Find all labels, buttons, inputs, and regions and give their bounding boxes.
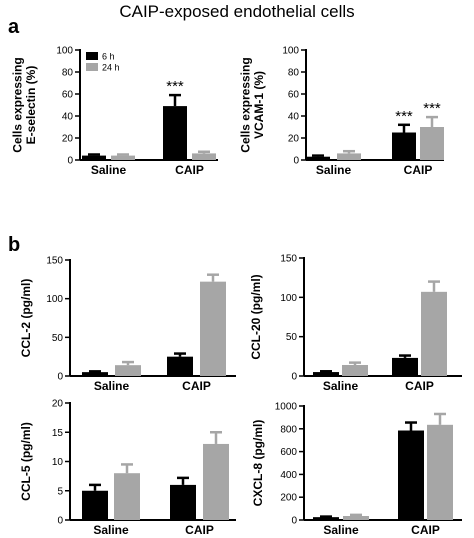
bar-24h-saline bbox=[343, 516, 369, 520]
y-axis-label: Cells expressingVCAM-1 (%) bbox=[238, 57, 266, 152]
chart-3: 0 50 100 150 CCL-2 (pg/ml) Saline CAIP bbox=[19, 256, 236, 393]
category-label: Saline bbox=[323, 379, 359, 393]
y-tick-label: 40 bbox=[288, 112, 300, 123]
legend-label: 24 h bbox=[102, 63, 120, 73]
bar-6h-caip bbox=[398, 430, 424, 520]
y-tick-label: 50 bbox=[52, 333, 64, 344]
bar-24h-saline bbox=[342, 364, 368, 376]
figure-title: CAIP-exposed endothelial cells bbox=[119, 2, 355, 21]
bar-24h-saline bbox=[111, 155, 135, 160]
y-tick-label: 40 bbox=[62, 112, 74, 123]
bar-6h-saline bbox=[313, 372, 339, 376]
y-tick-label: 10 bbox=[52, 457, 64, 468]
bar-6h-saline bbox=[82, 490, 108, 520]
y-tick-label: 0 bbox=[57, 372, 63, 383]
bar-24h-caip bbox=[192, 153, 216, 160]
y-tick-label: 50 bbox=[286, 332, 298, 343]
y-axis-label-line: Cells expressing bbox=[238, 57, 252, 152]
y-tick-label: 0 bbox=[291, 516, 297, 527]
category-label: CAIP bbox=[182, 379, 211, 393]
bar-6h-saline bbox=[82, 155, 106, 160]
y-axis-label-line: E-selectin (%) bbox=[24, 66, 38, 145]
bar-6h-caip bbox=[170, 484, 196, 520]
bar-24h-caip bbox=[427, 424, 453, 520]
bar-24h-caip bbox=[421, 291, 447, 376]
y-tick-label: 0 bbox=[67, 156, 73, 167]
y-tick-label: 100 bbox=[280, 293, 297, 304]
y-tick-label: 150 bbox=[46, 256, 63, 267]
y-tick-label: 80 bbox=[288, 68, 300, 79]
y-tick-label: 80 bbox=[62, 68, 74, 79]
y-axis-label: CCL-5 (pg/ml) bbox=[19, 422, 33, 501]
legend-swatch bbox=[86, 63, 98, 71]
y-tick-label: 60 bbox=[288, 90, 300, 101]
chart-5: 0 5 10 15 20 CCL-5 (pg/ml) Saline CAIP bbox=[19, 399, 236, 537]
chart-1: 0 20 40 60 80 100 Cells expressingE-selectin (… bbox=[10, 46, 218, 177]
legend-swatch bbox=[86, 52, 98, 60]
y-tick-label: 200 bbox=[280, 493, 297, 504]
bar-24h-saline bbox=[115, 365, 141, 376]
bar-24h-caip bbox=[203, 443, 229, 520]
panel-label-a: a bbox=[8, 16, 20, 38]
bar-24h-caip bbox=[200, 281, 226, 376]
y-tick-label: 0 bbox=[291, 372, 297, 383]
category-label: Saline bbox=[93, 523, 129, 537]
bar-24h-saline bbox=[114, 473, 140, 520]
category-label: Saline bbox=[94, 379, 130, 393]
category-label: Saline bbox=[91, 163, 127, 177]
category-label: CAIP bbox=[405, 379, 434, 393]
y-tick-label: 1000 bbox=[275, 402, 298, 413]
bar-6h-saline bbox=[82, 372, 108, 376]
bar-6h-saline bbox=[313, 517, 339, 520]
category-label: CAIP bbox=[411, 523, 440, 537]
y-axis-label-line: VCAM-1 (%) bbox=[252, 71, 266, 139]
category-label: Saline bbox=[316, 163, 352, 177]
y-axis-label: CCL-20 (pg/ml) bbox=[249, 274, 263, 359]
y-tick-label: 20 bbox=[62, 134, 74, 145]
chart-4: 0 50 100 150 CCL-20 (pg/ml) Saline CAIP bbox=[249, 254, 462, 393]
category-label: CAIP bbox=[404, 163, 433, 177]
y-tick-label: 400 bbox=[280, 470, 297, 481]
y-tick-label: 150 bbox=[280, 254, 297, 265]
y-tick-label: 60 bbox=[62, 90, 74, 101]
chart-2: 0 20 40 60 80 100 Cells expressingVCAM-1 (%) Sa… bbox=[238, 46, 444, 177]
y-tick-label: 600 bbox=[280, 447, 297, 458]
chart-6: 0 200 400 600 800 1000 CXCL-8 (pg/ml) Saline CAI… bbox=[251, 402, 462, 537]
y-tick-label: 100 bbox=[46, 294, 63, 305]
bar-6h-caip bbox=[163, 106, 187, 160]
bar-24h-caip bbox=[420, 127, 444, 160]
y-tick-label: 15 bbox=[52, 428, 64, 439]
y-axis-label: Cells expressingE-selectin (%) bbox=[10, 57, 38, 152]
panel-label-b: b bbox=[8, 234, 21, 256]
bar-6h-caip bbox=[392, 357, 418, 376]
significance-label: *** bbox=[166, 78, 184, 95]
bar-24h-saline bbox=[337, 153, 361, 160]
y-tick-label: 0 bbox=[293, 156, 299, 167]
significance-label: *** bbox=[423, 100, 441, 117]
category-label: CAIP bbox=[185, 523, 214, 537]
significance-label: *** bbox=[395, 108, 413, 125]
y-tick-label: 100 bbox=[56, 46, 73, 57]
category-label: CAIP bbox=[175, 163, 204, 177]
y-axis-label-line: Cells expressing bbox=[10, 57, 24, 152]
y-tick-label: 20 bbox=[288, 134, 300, 145]
category-label: Saline bbox=[323, 523, 359, 537]
legend-label: 6 h bbox=[102, 52, 115, 62]
y-tick-label: 20 bbox=[52, 399, 64, 410]
bar-6h-caip bbox=[392, 132, 416, 160]
y-axis-label: CCL-2 (pg/ml) bbox=[19, 279, 33, 358]
y-tick-label: 0 bbox=[57, 516, 63, 527]
y-axis-label: CXCL-8 (pg/ml) bbox=[251, 420, 265, 507]
bar-6h-caip bbox=[167, 356, 193, 376]
y-tick-label: 100 bbox=[282, 46, 299, 57]
y-tick-label: 5 bbox=[57, 486, 63, 497]
bar-6h-saline bbox=[306, 156, 330, 160]
y-tick-label: 800 bbox=[280, 424, 297, 435]
